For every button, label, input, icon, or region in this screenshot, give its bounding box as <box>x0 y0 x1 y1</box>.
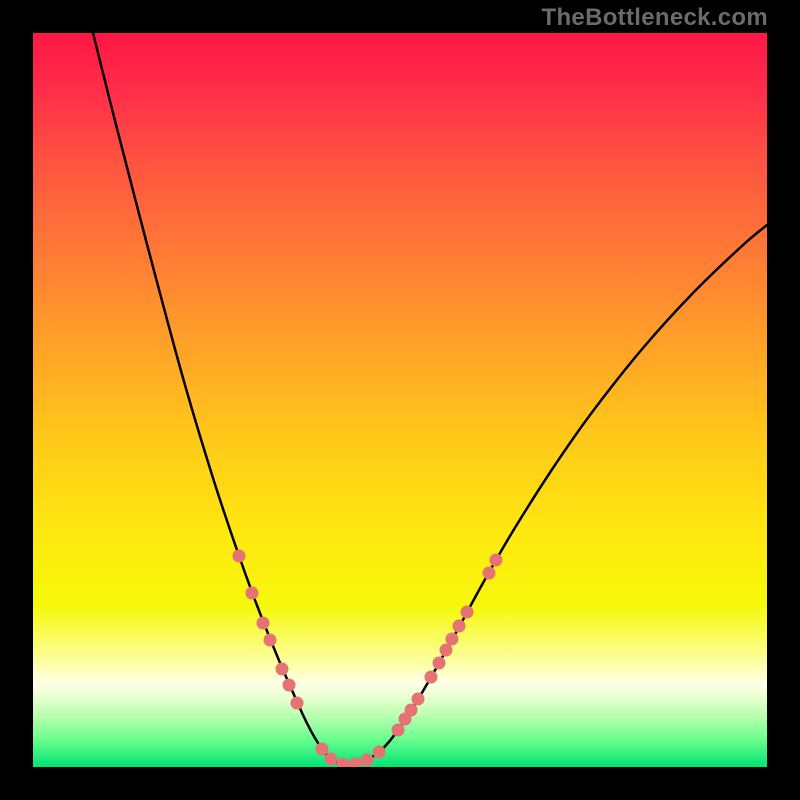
data-dot <box>337 758 350 768</box>
data-dot <box>490 554 503 567</box>
data-dots <box>233 550 503 768</box>
curve-layer <box>33 33 767 767</box>
data-dot <box>412 693 425 706</box>
data-dot <box>291 697 304 710</box>
data-dot <box>440 644 453 657</box>
data-dot <box>392 724 405 737</box>
data-dot <box>246 587 259 600</box>
data-dot <box>257 617 270 630</box>
data-dot <box>361 754 374 767</box>
watermark-text: TheBottleneck.com <box>542 4 768 32</box>
bottleneck-curve <box>93 33 767 765</box>
data-dot <box>276 663 289 676</box>
data-dot <box>283 679 296 692</box>
data-dot <box>461 606 474 619</box>
data-dot <box>325 753 338 766</box>
data-dot <box>316 743 329 756</box>
data-dot <box>373 746 386 759</box>
data-dot <box>425 671 438 684</box>
data-dot <box>233 550 246 563</box>
chart-area <box>33 33 767 767</box>
data-dot <box>405 704 418 717</box>
data-dot <box>433 657 446 670</box>
data-dot <box>453 620 466 633</box>
data-dot <box>483 567 496 580</box>
data-dot <box>446 633 459 646</box>
data-dot <box>349 758 362 768</box>
data-dot <box>264 634 277 647</box>
